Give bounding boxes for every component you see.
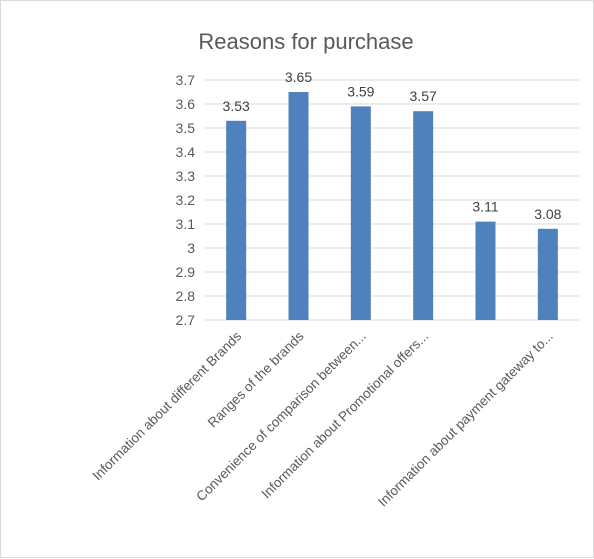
y-tick-label: 3 xyxy=(187,240,195,256)
bars xyxy=(226,92,558,321)
data-label: 3.08 xyxy=(534,206,561,222)
x-axis-labels: Information about different BrandsRanges… xyxy=(90,328,556,509)
bar xyxy=(226,120,247,320)
y-tick-label: 3.5 xyxy=(176,120,196,136)
y-tick-label: 3.2 xyxy=(176,192,196,208)
y-tick-label: 3.6 xyxy=(176,96,196,112)
bar xyxy=(350,106,371,321)
y-tick-label: 3.1 xyxy=(176,216,196,232)
bar xyxy=(537,228,558,320)
bar xyxy=(475,221,496,320)
y-tick-label: 2.7 xyxy=(176,312,196,328)
gridlines xyxy=(205,79,579,321)
y-axis-ticks: 2.7 2.8 2.9 3 3.1 3.2 3.3 3.4 3.5 3.6 3.7 xyxy=(176,72,196,328)
y-tick-label: 3.3 xyxy=(176,168,196,184)
y-tick-label: 3.7 xyxy=(176,72,196,88)
y-tick-label: 3.4 xyxy=(176,144,196,160)
data-label: 3.11 xyxy=(472,199,498,215)
y-tick-label: 2.9 xyxy=(176,264,196,280)
data-label: 3.57 xyxy=(410,88,437,104)
bar xyxy=(288,92,309,320)
data-label: 3.59 xyxy=(347,83,374,99)
data-labels: 3.53 3.65 3.59 3.57 3.11 3.08 xyxy=(223,69,562,222)
data-label: 3.53 xyxy=(223,98,250,114)
chart-title: Reasons for purchase xyxy=(198,29,413,54)
y-tick-label: 2.8 xyxy=(176,288,196,304)
bar xyxy=(413,111,434,320)
data-label: 3.65 xyxy=(285,69,312,85)
